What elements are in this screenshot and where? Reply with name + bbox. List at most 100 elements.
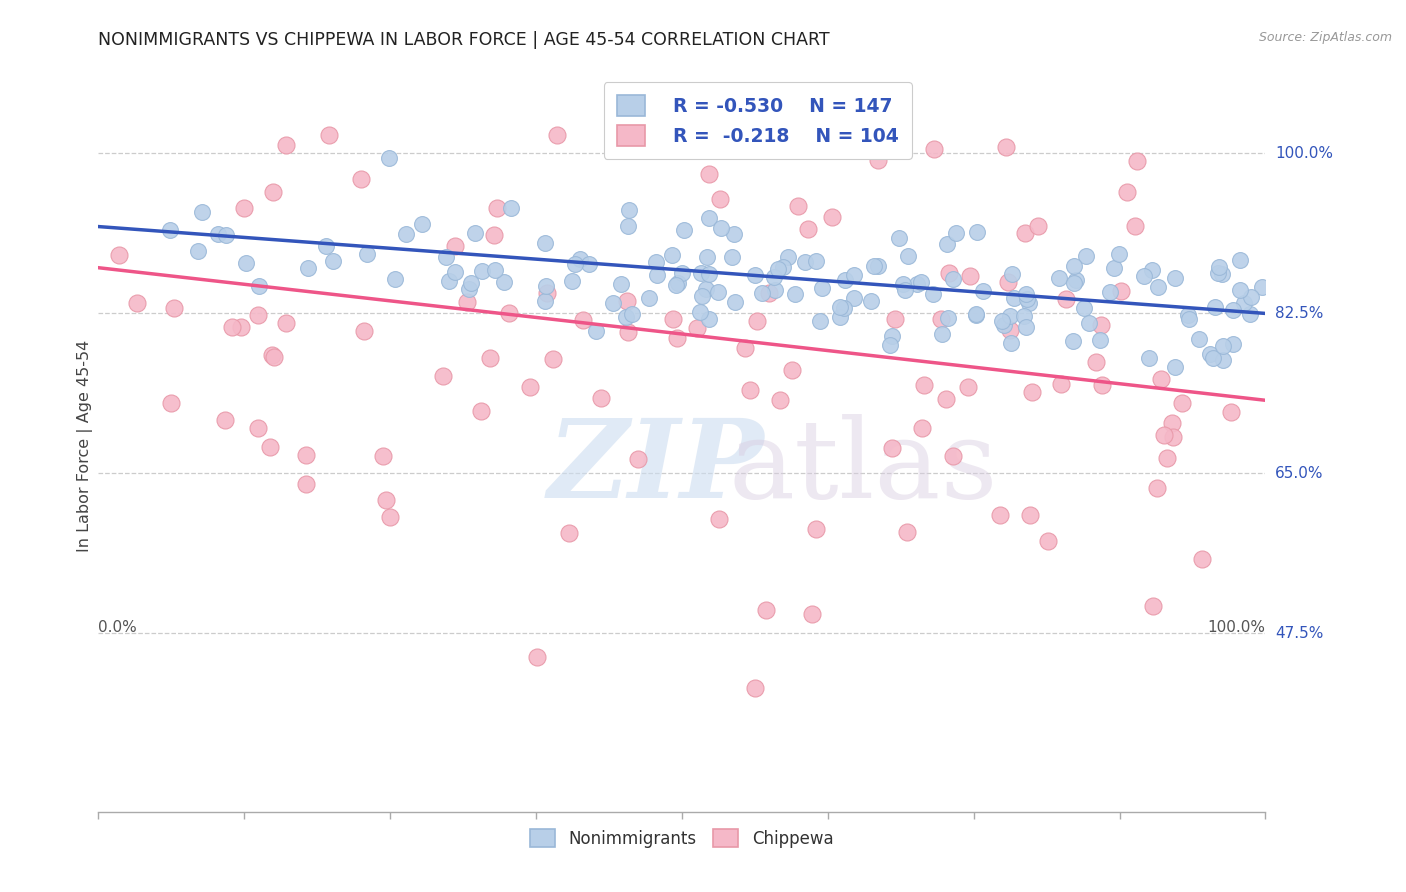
Text: 65.0%: 65.0% xyxy=(1275,466,1323,481)
Point xyxy=(589,391,612,405)
Point xyxy=(665,277,688,292)
Point xyxy=(662,312,685,326)
Point xyxy=(578,257,600,271)
Point xyxy=(536,286,558,301)
Point xyxy=(444,238,467,252)
Point xyxy=(709,192,731,206)
Point xyxy=(620,307,643,321)
Point xyxy=(942,449,965,463)
Point xyxy=(349,172,371,186)
Point xyxy=(1233,295,1256,310)
Point xyxy=(997,275,1019,289)
Point xyxy=(233,202,256,216)
Point xyxy=(1116,185,1139,199)
Point xyxy=(371,450,394,464)
Text: 0.0%: 0.0% xyxy=(98,620,138,635)
Point xyxy=(912,378,935,392)
Point xyxy=(988,508,1011,522)
Point xyxy=(707,285,730,299)
Point xyxy=(614,310,637,325)
Text: 47.5%: 47.5% xyxy=(1275,626,1323,641)
Point xyxy=(972,284,994,298)
Point xyxy=(498,305,520,319)
Point xyxy=(776,250,799,264)
Point xyxy=(637,291,659,305)
Point xyxy=(860,293,883,308)
Point xyxy=(610,277,633,292)
Point xyxy=(207,227,229,242)
Point xyxy=(842,291,865,305)
Point xyxy=(616,325,638,339)
Point xyxy=(1015,293,1038,307)
Point xyxy=(938,266,960,280)
Point xyxy=(464,226,486,240)
Point xyxy=(922,287,945,301)
Point xyxy=(564,257,586,271)
Point xyxy=(796,221,818,235)
Point xyxy=(616,293,638,308)
Point xyxy=(848,128,870,142)
Point xyxy=(1049,271,1071,285)
Point xyxy=(1133,269,1156,284)
Point xyxy=(560,274,582,288)
Point xyxy=(1026,219,1049,233)
Point xyxy=(768,392,790,407)
Point xyxy=(922,142,945,156)
Point xyxy=(534,279,557,293)
Point xyxy=(1123,219,1146,233)
Point xyxy=(1153,428,1175,442)
Point xyxy=(801,607,824,622)
Point xyxy=(260,347,283,361)
Point xyxy=(499,201,522,215)
Point xyxy=(645,255,668,269)
Text: 82.5%: 82.5% xyxy=(1275,306,1323,321)
Point xyxy=(891,277,914,292)
Point xyxy=(1219,405,1241,419)
Point xyxy=(274,137,297,152)
Point xyxy=(259,440,281,454)
Point xyxy=(828,300,851,314)
Point xyxy=(1142,599,1164,614)
Point xyxy=(125,295,148,310)
Point xyxy=(1202,351,1225,366)
Point xyxy=(828,310,851,324)
Point xyxy=(1050,377,1073,392)
Point xyxy=(911,421,934,435)
Point xyxy=(1108,247,1130,261)
Point xyxy=(707,511,730,525)
Point xyxy=(965,308,987,322)
Point xyxy=(436,250,458,264)
Point xyxy=(1222,337,1244,351)
Point xyxy=(772,260,794,274)
Point xyxy=(1014,226,1036,240)
Point xyxy=(1002,291,1025,305)
Point xyxy=(443,265,465,279)
Point xyxy=(661,247,683,261)
Point xyxy=(896,525,918,540)
Point xyxy=(1164,271,1187,285)
Text: 100.0%: 100.0% xyxy=(1275,146,1333,161)
Point xyxy=(1199,347,1222,361)
Point xyxy=(765,283,787,297)
Point xyxy=(995,139,1018,153)
Point xyxy=(568,252,591,266)
Legend: Nonimmigrants, Chippewa: Nonimmigrants, Chippewa xyxy=(523,822,841,855)
Point xyxy=(108,248,131,262)
Point xyxy=(793,255,815,269)
Point xyxy=(534,293,557,308)
Point xyxy=(486,201,509,215)
Point xyxy=(235,256,257,270)
Point xyxy=(910,275,932,289)
Point xyxy=(1073,301,1095,315)
Text: Source: ZipAtlas.com: Source: ZipAtlas.com xyxy=(1258,31,1392,45)
Point xyxy=(993,318,1015,333)
Point xyxy=(959,268,981,283)
Point xyxy=(1109,285,1132,299)
Point xyxy=(187,244,209,258)
Point xyxy=(696,250,718,264)
Point xyxy=(263,351,285,365)
Point xyxy=(806,523,828,537)
Point xyxy=(690,289,713,303)
Point xyxy=(460,276,482,290)
Point xyxy=(627,451,650,466)
